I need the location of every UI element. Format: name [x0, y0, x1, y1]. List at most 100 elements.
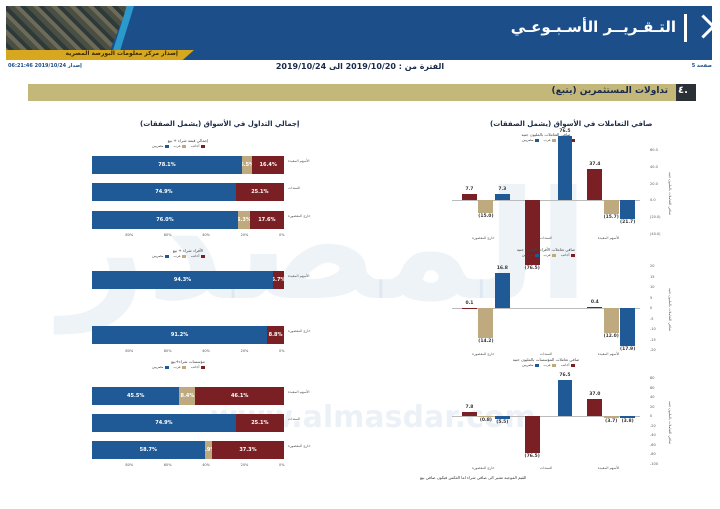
bar-segment: 37.3% — [212, 441, 284, 459]
net-bar — [524, 416, 540, 453]
y-tick-label: -60 — [650, 442, 656, 447]
y-tick-label: 0 — [650, 306, 653, 310]
legend-swatch — [570, 138, 575, 142]
net-bar-label: (12.0) — [603, 334, 619, 340]
bar-segment: 5.7% — [273, 271, 284, 289]
legend-swatch — [534, 253, 539, 257]
net-bar-label: 7.7 — [465, 186, 474, 192]
legend-label: أجانب — [560, 253, 570, 257]
net-bar — [494, 194, 510, 201]
exchange-logo-icon — [684, 14, 712, 42]
report-period: الفترة من : 2019/10/20 الى 2019/10/24 — [275, 62, 445, 71]
section-number: ٤. — [678, 85, 688, 96]
net-bar-label: (14.2) — [478, 338, 494, 344]
zero-line — [452, 200, 640, 201]
net-bar — [462, 307, 477, 309]
x-tick-label: 0% — [279, 233, 285, 237]
net-bar-label: (15.0) — [478, 214, 494, 219]
net-bar-label: 7.8 — [465, 405, 474, 411]
net-bar-label: 0.1 — [465, 300, 474, 306]
bar-segment-label: 5.5% — [241, 162, 253, 168]
chart-legend: مصريين عرب أجانب — [152, 144, 205, 148]
x-tick-label: 60% — [163, 233, 172, 237]
bar-segment-label: 74.9% — [155, 189, 173, 195]
y-tick-label: 20 — [650, 264, 655, 268]
legend-label: أجانب — [190, 144, 200, 148]
y-tick-label: 0.0 — [650, 198, 656, 203]
legend-label: عرب — [543, 253, 551, 257]
bar-segment: 8.4% — [179, 387, 196, 405]
bar-segment: 45.5% — [92, 387, 180, 405]
x-tick-label: 0% — [279, 463, 285, 467]
bar-segment: 25.1% — [235, 183, 284, 201]
bar-segment-label: 58.7% — [139, 447, 158, 453]
net-bar-label: 37.0 — [589, 391, 601, 397]
row-label: السندات — [288, 186, 301, 190]
share-chart-title: مؤسسات شراء+بيع — [171, 359, 205, 364]
bar-segment: 16.4% — [252, 156, 284, 174]
legend-swatch — [200, 365, 205, 369]
y-tick-label: (40.0) — [650, 232, 661, 236]
legend-item: مصريين — [522, 363, 539, 367]
legend-item: مصريين — [152, 254, 169, 258]
legend-swatch — [551, 253, 556, 257]
row-label: خارج المقصورة — [288, 214, 311, 218]
category-label: السندات — [539, 352, 553, 356]
bar-segment-label: 46.1% — [231, 393, 249, 399]
stacked-bar: 45.5% 8.4% 46.1% — [92, 387, 284, 405]
stacked-bar: 58.7% 3.9% 37.3% — [92, 441, 284, 459]
bar-segment: 94.3% — [92, 271, 274, 289]
legend-swatch — [551, 138, 556, 142]
bar-segment: 25.1% — [235, 414, 284, 432]
net-bar — [524, 200, 540, 265]
y-tick-label: 15 — [650, 274, 655, 279]
bar-segment: 58.7% — [92, 441, 205, 459]
category-label: الأسهم المقيدة — [597, 352, 620, 356]
net-bar — [620, 200, 636, 219]
stacked-bar: 78.1% 5.5% 16.4% — [92, 156, 284, 174]
legend-item: مصريين — [522, 253, 539, 257]
net-bar-label: (21.7) — [620, 219, 636, 225]
x-tick-label: 60% — [163, 463, 172, 467]
legend-item: عرب — [544, 253, 556, 257]
y-tick-label: 60 — [650, 385, 655, 390]
net-bar-label: 16.8 — [496, 265, 508, 271]
legend-label: أجانب — [190, 254, 200, 258]
stacked-bar: 94.3% 5.7% — [92, 271, 284, 289]
net-bar — [587, 307, 603, 308]
legend-item: أجانب — [191, 254, 205, 258]
legend-label: مصريين — [152, 365, 164, 369]
zero-line — [452, 308, 640, 309]
net-bar — [462, 193, 477, 201]
legend-label: عرب — [173, 144, 181, 148]
bar-segment: 91.2% — [92, 326, 268, 344]
y-tick-label: 0 — [650, 414, 653, 419]
legend-swatch — [164, 365, 169, 369]
net-bar — [494, 416, 510, 419]
net-bar-label: (3.7) — [605, 418, 618, 424]
y-tick-label: -20 — [650, 423, 656, 428]
y-tick-label: -5 — [650, 316, 654, 321]
bar-segment: 74.9% — [92, 414, 236, 432]
legend-label: عرب — [543, 138, 551, 142]
legend-item: أجانب — [561, 253, 575, 257]
legend-swatch — [551, 363, 556, 367]
chart-legend: مصريين عرب أجانب — [522, 253, 575, 257]
bar-segment: 8.8% — [267, 326, 284, 344]
bar-segment-label: 6.3% — [237, 217, 250, 223]
legend-item: عرب — [544, 138, 556, 142]
net-chart-title: صافي تعاملات المؤسسات بالمليون جنيه — [512, 357, 580, 362]
row-label: السندات — [288, 417, 301, 421]
section-bar — [28, 84, 696, 101]
category-label: خارج المقصورة — [472, 466, 495, 470]
bar-segment-label: 37.3% — [239, 447, 257, 453]
bar-segment-label: 25.1% — [251, 189, 269, 195]
net-bar — [587, 168, 603, 201]
bar-segment-label: 8.4% — [180, 393, 195, 399]
y-tick-label: 5 — [650, 295, 653, 300]
bar-segment-label: 78.1% — [158, 162, 176, 168]
category-label: الأسهم المقيدة — [597, 466, 620, 470]
bar-segment: 17.6% — [250, 211, 284, 229]
net-bar — [557, 136, 573, 201]
legend-swatch — [181, 365, 186, 369]
